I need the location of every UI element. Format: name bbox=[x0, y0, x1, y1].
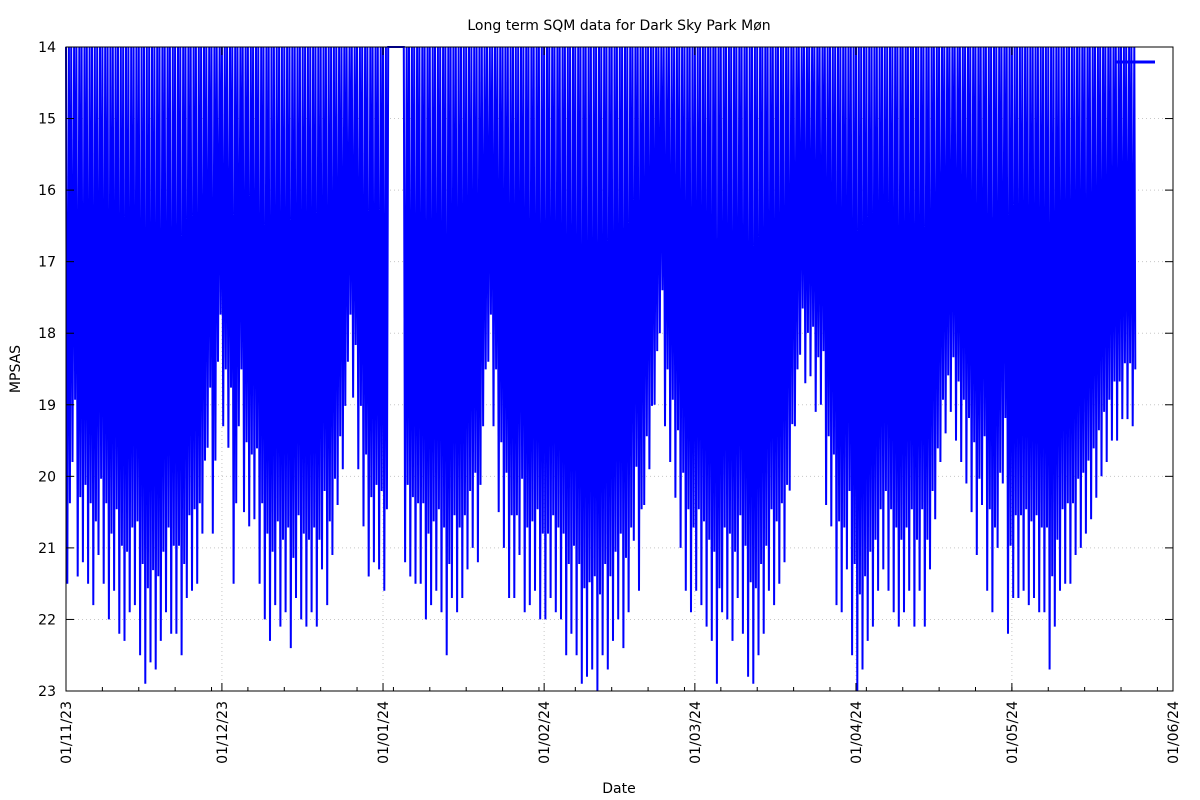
y-axis-label: MPSAS bbox=[8, 345, 24, 393]
y-tick-label: 18 bbox=[38, 326, 56, 342]
y-tick-label: 21 bbox=[38, 541, 56, 557]
x-tick-label: 01/05/24 bbox=[1005, 701, 1021, 764]
x-tick-label: 01/02/24 bbox=[537, 701, 553, 764]
x-tick-label: 01/01/24 bbox=[376, 701, 392, 764]
y-tick-label: 23 bbox=[38, 684, 56, 700]
x-tick-label: 01/03/24 bbox=[688, 701, 704, 764]
y-tick-label: 15 bbox=[38, 112, 56, 128]
y-tick-label: 14 bbox=[38, 40, 56, 56]
chart-title: Long term SQM data for Dark Sky Park Møn bbox=[467, 18, 770, 34]
y-tick-label: 20 bbox=[38, 469, 56, 485]
sqm-series-line bbox=[65, 46, 1137, 692]
x-tick-label: 01/06/24 bbox=[1166, 701, 1182, 764]
y-tick-label: 22 bbox=[38, 612, 56, 628]
y-tick-label: 16 bbox=[38, 183, 56, 199]
y-tick-label: 17 bbox=[38, 255, 56, 271]
series-layer bbox=[65, 46, 1137, 692]
x-axis-label: Date bbox=[602, 781, 635, 797]
y-tick-label: 19 bbox=[38, 398, 56, 414]
plot-frame bbox=[65, 46, 1174, 692]
x-tick-label: 01/11/23 bbox=[59, 701, 75, 764]
x-tick-label: 01/12/23 bbox=[215, 701, 231, 764]
x-tick-label: 01/04/24 bbox=[849, 701, 865, 764]
